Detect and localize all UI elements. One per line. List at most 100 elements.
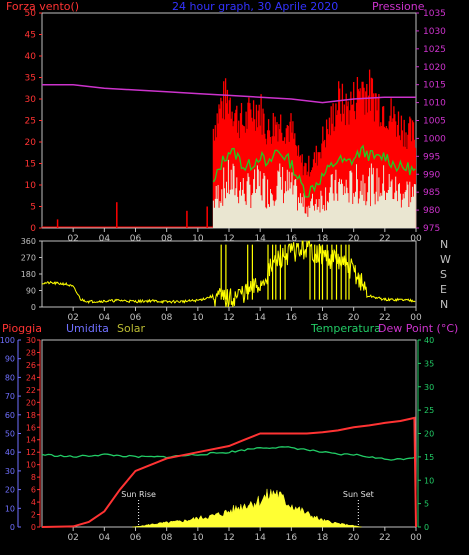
humidity-tick-label: 80 xyxy=(5,373,15,382)
rain-tick-label: 22 xyxy=(26,386,36,395)
wind-axis-label: Forza vento() xyxy=(6,0,79,13)
right-tick-label: 995 xyxy=(423,152,440,162)
right-tick-label: 985 xyxy=(423,188,440,198)
humidity-tick-label: 100 xyxy=(0,336,15,345)
temperature-axis: 0 5 10 15 20 25 30 35 40 xyxy=(418,336,434,532)
humidity-tick-label: 30 xyxy=(5,467,15,476)
direction-tick-label: 360 xyxy=(21,237,36,246)
wind-x-axis: 02 04 06 08 10 12 14 16 18 20 22 00 xyxy=(67,228,422,244)
direction-series xyxy=(41,240,416,308)
temperature-label: Temperatura xyxy=(310,322,381,335)
rain-label: Pioggia xyxy=(2,322,42,335)
rain-tick-label: 24 xyxy=(26,373,36,382)
right-tick-label: 1035 xyxy=(423,9,446,19)
temp-tick-label: 10 xyxy=(424,476,434,485)
left-tick-label: 15 xyxy=(25,160,36,170)
temp-tick-label: 35 xyxy=(424,359,434,368)
compass-letter: S xyxy=(440,268,447,281)
left-tick-label: 20 xyxy=(25,138,37,148)
x-tick-label: 04 xyxy=(99,234,111,244)
humidity-tick-label: 70 xyxy=(5,392,15,401)
humidity-axis: 0 10 20 30 40 50 60 70 80 90 100 xyxy=(0,336,21,532)
dewpoint-label: Dew Point (°C) xyxy=(378,322,458,335)
x-tick-label: 22 xyxy=(379,234,390,244)
chart-title: 24 hour graph, 30 Aprile 2020 xyxy=(172,0,338,13)
x-tick-label: 12 xyxy=(223,533,234,543)
pressure-series xyxy=(42,83,416,104)
rain-tick-label: 14 xyxy=(26,436,36,445)
wind-left-axis: 0 5 10 15 20 25 30 35 40 45 50 xyxy=(25,9,42,234)
compass-letter: E xyxy=(440,283,447,296)
x-tick-label: 20 xyxy=(348,533,360,543)
right-tick-label: 1000 xyxy=(423,134,446,144)
direction-tick-label: 90 xyxy=(26,287,36,296)
right-tick-label: 975 xyxy=(423,224,440,234)
right-tick-label: 990 xyxy=(423,170,440,180)
x-tick-label: 02 xyxy=(67,533,78,543)
speed-series xyxy=(212,144,416,198)
wind-marks xyxy=(42,69,417,228)
temperature-series xyxy=(41,446,417,461)
left-tick-label: 25 xyxy=(25,117,36,127)
rain-tick-label: 12 xyxy=(26,448,36,457)
rain-tick-label: 30 xyxy=(26,336,36,345)
x-tick-label: 18 xyxy=(317,533,329,543)
sun-set-label: Sun Set xyxy=(343,490,374,499)
x-tick-label: 00 xyxy=(410,533,422,543)
left-tick-label: 5 xyxy=(30,203,36,213)
rain-tick-label: 6 xyxy=(31,486,36,495)
x-tick-label: 16 xyxy=(286,313,298,323)
x-tick-label: 12 xyxy=(223,234,234,244)
direction-x-axis: 02 04 06 08 10 12 14 16 18 20 22 00 xyxy=(67,307,422,323)
x-tick-label: 08 xyxy=(161,313,173,323)
compass-letter: N xyxy=(440,238,448,251)
compass-letter: W xyxy=(440,253,451,266)
humidity-tick-label: 90 xyxy=(5,355,15,364)
sun-rise-label: Sun Rise xyxy=(121,490,156,499)
left-tick-label: 50 xyxy=(25,9,37,19)
humidity-tick-label: 50 xyxy=(5,430,15,439)
right-tick-label: 980 xyxy=(423,206,440,216)
x-tick-label: 00 xyxy=(410,313,422,323)
right-tick-label: 1020 xyxy=(423,63,446,73)
x-tick-label: 04 xyxy=(99,533,111,543)
left-tick-label: 0 xyxy=(30,224,36,234)
temp-tick-label: 5 xyxy=(424,500,429,509)
humidity-tick-label: 60 xyxy=(5,411,15,420)
left-tick-label: 10 xyxy=(25,181,37,191)
rain-tick-label: 8 xyxy=(31,473,36,482)
rain-x-axis: 02 04 06 08 10 12 14 16 18 20 22 00 xyxy=(67,527,422,543)
temp-tick-label: 40 xyxy=(424,336,434,345)
right-tick-label: 1005 xyxy=(423,117,446,127)
x-tick-label: 12 xyxy=(223,313,234,323)
direction-left-axis: 0 90 180 270 360 xyxy=(21,237,42,312)
rain-tick-label: 0 xyxy=(31,523,36,532)
right-tick-label: 1015 xyxy=(423,81,446,91)
rain-marks: Sun Rise Sun Set xyxy=(41,416,417,528)
rain-temperature-chart: Pioggia Umidita Solar Temperatura Dew Po… xyxy=(0,322,458,543)
humidity-tick-label: 0 xyxy=(10,523,15,532)
solar-label: Solar xyxy=(117,322,146,335)
humidity-tick-label: 20 xyxy=(5,486,15,495)
wind-pressure-chart: Forza vento() 24 hour graph, 30 Aprile 2… xyxy=(6,0,446,244)
temp-tick-label: 15 xyxy=(424,453,434,462)
x-tick-label: 18 xyxy=(317,313,329,323)
humidity-tick-label: 10 xyxy=(5,504,15,513)
direction-spikes xyxy=(220,244,350,300)
pressure-axis-label: Pressione xyxy=(372,0,425,13)
humidity-tick-label: 40 xyxy=(5,448,15,457)
x-tick-label: 14 xyxy=(254,533,266,543)
x-tick-label: 00 xyxy=(410,234,422,244)
direction-tick-label: 0 xyxy=(31,303,36,312)
rain-tick-label: 2 xyxy=(31,511,36,520)
x-tick-label: 22 xyxy=(379,533,390,543)
direction-tick-label: 180 xyxy=(21,270,36,279)
x-tick-label: 04 xyxy=(99,313,111,323)
right-tick-label: 1010 xyxy=(423,99,446,109)
rain-tick-label: 20 xyxy=(26,398,36,407)
rain-tick-label: 26 xyxy=(26,361,36,370)
